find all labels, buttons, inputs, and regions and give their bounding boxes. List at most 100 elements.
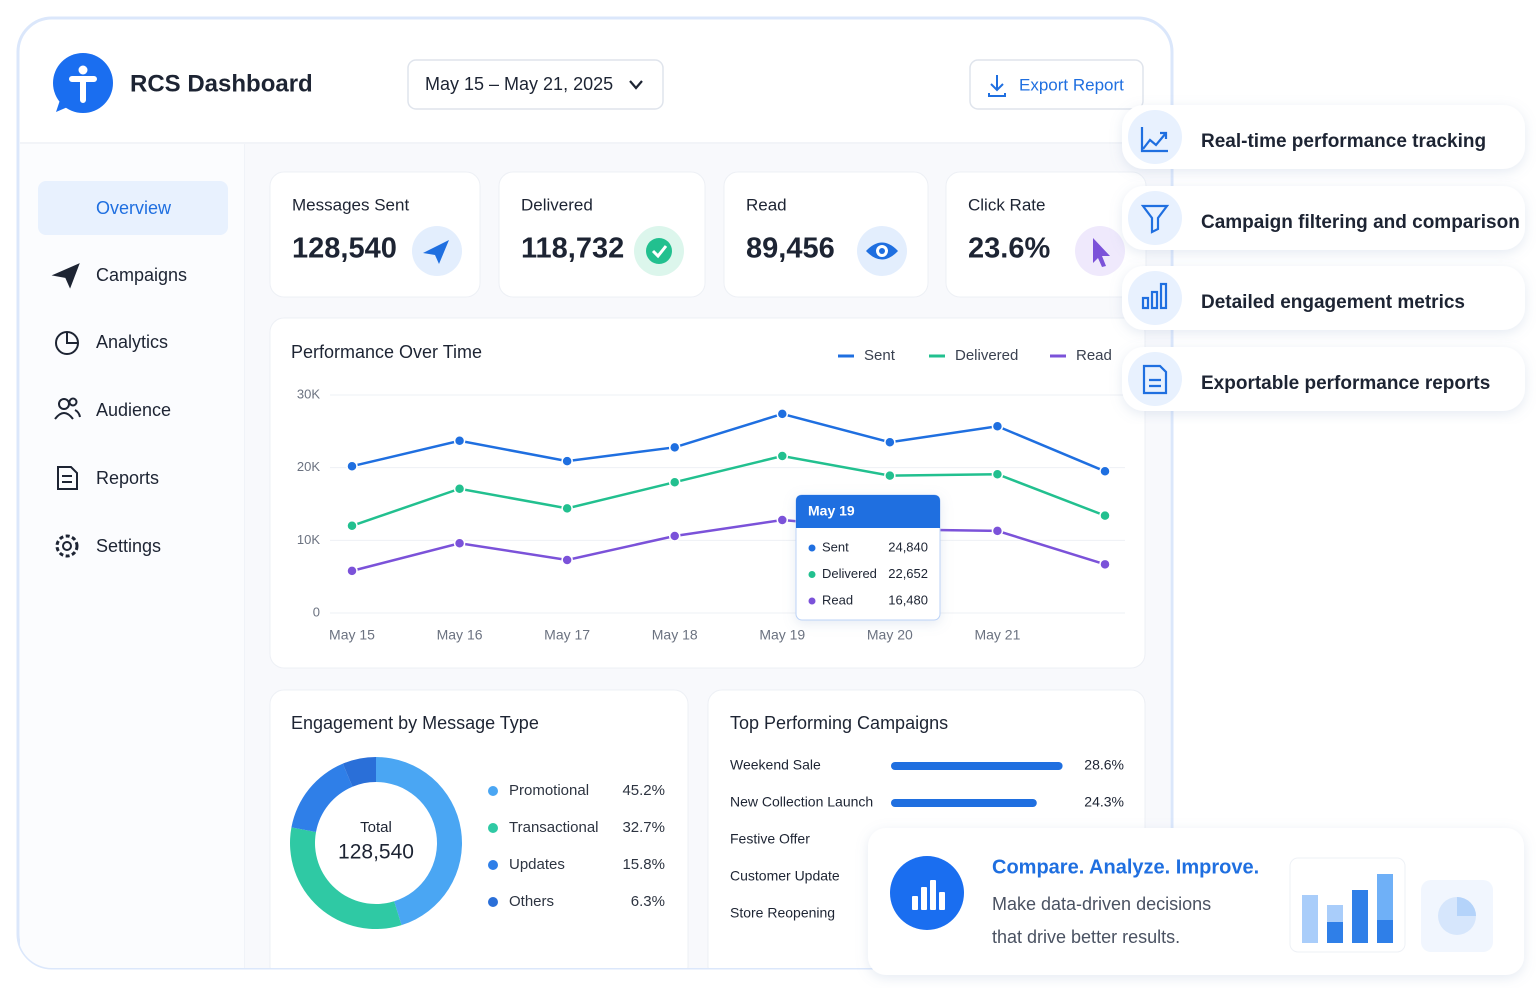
tooltip-name: Delivered <box>822 566 877 581</box>
chevron <box>629 80 643 90</box>
feature-icon-bg <box>1128 110 1182 164</box>
tooltip-name: Sent <box>822 539 849 554</box>
stat-label: Click Rate <box>968 195 1045 214</box>
data-point <box>1099 558 1111 571</box>
feature-label: Campaign filtering and comparison <box>1201 212 1520 233</box>
donut-segment <box>376 757 462 926</box>
data-point <box>453 482 466 495</box>
line-chart: Performance Over Time Sent Delivered Read 0 1… <box>291 342 1125 643</box>
feature-icon <box>1141 282 1168 310</box>
stat-value: 89,456 <box>746 233 835 265</box>
value-label: 6.3% <box>631 893 665 910</box>
data-point <box>561 554 573 566</box>
x-tick-label: May 18 <box>652 627 698 643</box>
promo-line: Make data-driven decisions <box>992 894 1211 914</box>
tooltip-name: Read <box>822 592 853 607</box>
series-line <box>351 454 1106 527</box>
chart-title: Engagement by Message Type <box>291 713 539 733</box>
data-point <box>453 435 466 447</box>
data-point <box>776 408 789 420</box>
feature-label: Exportable performance reports <box>1201 373 1490 394</box>
feature-pill <box>1122 347 1525 411</box>
data-point <box>991 420 1004 432</box>
legend-label: Promotional <box>509 782 589 799</box>
x-tick-label: May 19 <box>759 627 805 643</box>
tooltip-dot <box>808 571 816 578</box>
data-point <box>776 450 789 462</box>
feature-pill <box>1122 266 1525 330</box>
stat-value: 23.6% <box>968 233 1050 265</box>
nav-item[interactable]: Reports <box>96 468 159 488</box>
feature-icon-bg <box>1128 191 1182 245</box>
stat-value: 118,732 <box>521 233 624 265</box>
mini-chart <box>1289 857 1406 953</box>
donut-segment <box>290 827 402 929</box>
data-point <box>668 441 681 454</box>
data-point <box>346 565 358 577</box>
y-tick-label: 10K <box>297 532 320 547</box>
legend-dot <box>488 823 498 833</box>
promo-icon-bars <box>912 880 945 910</box>
y-tick-label: 30K <box>297 386 320 401</box>
value-label: 24.3% <box>1084 794 1124 810</box>
main-panel: RCS Dashboard May 15 – May 21, 2025 Expo… <box>16 16 1174 970</box>
campaign-name: New Collection Launch <box>730 794 873 810</box>
stat-icon <box>646 238 672 264</box>
value-label: 45.2% <box>622 782 665 799</box>
campaign-name: Festive Offer <box>730 831 810 847</box>
stat-label: Read <box>746 195 787 214</box>
donut-segment <box>291 763 353 832</box>
date-picker[interactable] <box>407 59 664 110</box>
sidebar <box>20 144 245 968</box>
campaign-name: Customer Update <box>730 868 840 884</box>
legend-dot <box>488 786 498 796</box>
data-point <box>1099 465 1111 478</box>
feature-icon <box>1140 127 1168 153</box>
data-point <box>346 460 358 472</box>
legend-label: Delivered <box>955 347 1018 364</box>
legend-label: Read <box>1076 347 1112 364</box>
export-label[interactable]: Export Report <box>1019 75 1124 94</box>
tooltip-value: 24,840 <box>888 539 928 554</box>
data-point <box>991 468 1004 480</box>
nav-item[interactable]: Analytics <box>96 332 168 352</box>
promo-line: that drive better results. <box>992 927 1180 947</box>
feature-list: Real-time performance tracking Campaign f… <box>1122 105 1525 411</box>
x-tick-label: May 16 <box>437 627 483 643</box>
data-point <box>776 514 789 526</box>
data-point <box>453 537 466 549</box>
date-range[interactable]: May 15 – May 21, 2025 <box>425 74 613 94</box>
tooltip-title: May 19 <box>808 503 855 519</box>
data-point <box>561 502 573 515</box>
value-label: 32.7% <box>622 819 665 836</box>
export-button[interactable] <box>969 59 1144 110</box>
donut-center-label: Total <box>360 819 392 836</box>
stat-icon <box>866 242 898 260</box>
feature-label: Real-time performance tracking <box>1201 131 1486 152</box>
feature-pill <box>1122 105 1525 169</box>
nav-item[interactable]: Campaigns <box>96 265 187 285</box>
series-line <box>351 412 1106 473</box>
nav-item[interactable]: Audience <box>96 400 171 420</box>
donut-segment <box>342 757 376 787</box>
y-tick-label: 20K <box>297 459 320 474</box>
campaign-name: Store Reopening <box>730 905 835 921</box>
campaign-name: Weekend Sale <box>730 757 821 773</box>
data-point <box>668 530 681 542</box>
overlays: Real-time performance tracking Campaign f… <box>868 105 1525 975</box>
nav-item[interactable]: Overview <box>96 198 172 218</box>
campaign-bars: Top Performing Campaigns Weekend Sale 28.6… <box>730 713 1124 921</box>
campaign-bar <box>891 762 1063 770</box>
data-point <box>561 455 573 467</box>
feature-label: Detailed engagement metrics <box>1201 292 1465 313</box>
nav-item[interactable]: Settings <box>96 536 161 556</box>
data-point <box>668 476 681 488</box>
legend-dot <box>488 897 498 907</box>
legend-label: Others <box>509 893 554 910</box>
donut-chart: Engagement by Message Type Promotional 45.… <box>290 713 665 929</box>
promo-title: Compare. Analyze. Improve. <box>992 856 1259 878</box>
mini-bars <box>1302 874 1393 943</box>
mini-pie-slice <box>1457 897 1476 916</box>
data-point <box>884 469 896 482</box>
